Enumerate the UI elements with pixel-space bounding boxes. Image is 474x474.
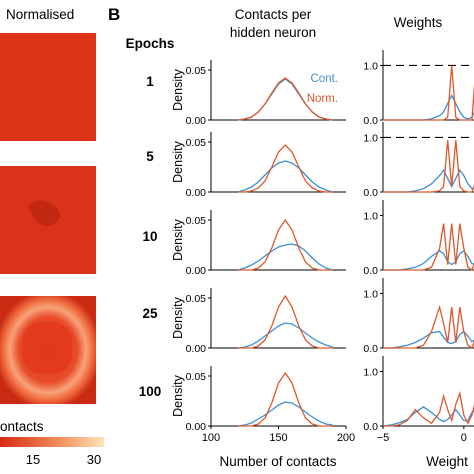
y-axis-label: Density <box>171 218 185 260</box>
colorbar-label: ontacts <box>0 419 44 434</box>
series-line-cont <box>237 160 333 193</box>
y-tick-label: 0.00 <box>186 343 207 355</box>
x-tick-label: 100 <box>202 432 220 444</box>
y-tick-label: 0.05 <box>186 371 207 383</box>
series-line-norm <box>238 218 333 271</box>
y-tick-label: 0.0 <box>363 265 378 277</box>
x-tick-label: 150 <box>269 432 287 444</box>
y-axis-label: Density <box>171 374 185 416</box>
panel-b-letter: B <box>108 5 120 24</box>
series-line-norm <box>383 390 474 427</box>
y-tick-label: 1.0 <box>363 60 378 72</box>
heatmap-epoch-5-dark-patch <box>28 200 61 227</box>
series-line-cont <box>383 250 474 271</box>
series-line-norm <box>237 77 333 121</box>
x-tick-label: 0 <box>461 432 467 444</box>
epoch-label: 5 <box>146 149 154 164</box>
contacts-title-line1: Contacts per <box>235 7 312 22</box>
series-line-cont <box>237 401 333 427</box>
contacts-title-line2: hidden neuron <box>230 25 316 40</box>
y-tick-label: 0.05 <box>186 215 207 227</box>
y-axis-label: Density <box>171 68 185 110</box>
y-tick-label: 1.0 <box>363 366 378 378</box>
epochs-label: Epochs <box>126 36 175 51</box>
plot-grid: 1 Density 5 Density 10 Density 25 Density 100 Den… <box>139 50 474 469</box>
heatmap-column <box>0 33 96 404</box>
series-line-cont <box>237 322 333 349</box>
legend-cont: Cont. <box>311 73 339 85</box>
colorbar <box>0 437 104 447</box>
epoch-label: 10 <box>142 229 157 244</box>
y-tick-label: 0.0 <box>363 421 378 433</box>
series-line-cont <box>383 94 474 121</box>
heatmap-epoch-1 <box>0 33 96 141</box>
y-tick-label: 1.0 <box>363 210 378 222</box>
series-line-norm <box>383 140 474 193</box>
series-line-norm <box>238 371 333 427</box>
y-tick-label: 0.00 <box>186 421 207 433</box>
x-axis-label: Weight <box>426 454 468 469</box>
heatmap-epoch-25-core <box>22 322 72 374</box>
series-line-norm <box>238 144 333 193</box>
x-tick-label: −5 <box>377 432 390 444</box>
y-tick-label: 0.0 <box>363 115 378 127</box>
y-tick-label: 0.05 <box>186 137 207 149</box>
weights-title: Weights <box>394 15 443 30</box>
y-axis-label: Density <box>171 296 185 338</box>
series-line-cont <box>383 330 474 349</box>
series-line-norm <box>383 65 474 121</box>
epoch-label: 100 <box>139 384 162 399</box>
series-line-cont <box>237 243 333 271</box>
y-tick-label: 0.0 <box>363 343 378 355</box>
x-tick-label: 200 <box>337 432 355 444</box>
y-tick-label: 0.00 <box>186 187 207 199</box>
series-line-cont <box>382 406 474 427</box>
y-tick-label: 0.0 <box>363 187 378 199</box>
colorbar-tick: 15 <box>26 452 40 467</box>
x-axis-label: Number of contacts <box>219 454 336 469</box>
y-tick-label: 1.0 <box>363 288 378 300</box>
y-tick-label: 0.05 <box>186 65 207 77</box>
series-line-norm <box>383 304 474 349</box>
y-tick-label: 0.05 <box>186 293 207 305</box>
series-line-norm <box>238 294 333 349</box>
y-tick-label: 0.00 <box>186 115 207 127</box>
epoch-label: 25 <box>142 306 158 321</box>
epoch-label: 1 <box>146 74 154 89</box>
y-tick-label: 0.00 <box>186 265 207 277</box>
series-line-cont <box>383 168 474 193</box>
series-line-norm <box>383 223 474 271</box>
y-tick-label: 1.0 <box>363 132 378 144</box>
left-header: Normalised <box>6 7 74 22</box>
y-axis-label: Density <box>171 140 185 182</box>
legend-norm: Norm. <box>307 93 338 105</box>
colorbar-tick: 30 <box>87 452 101 467</box>
